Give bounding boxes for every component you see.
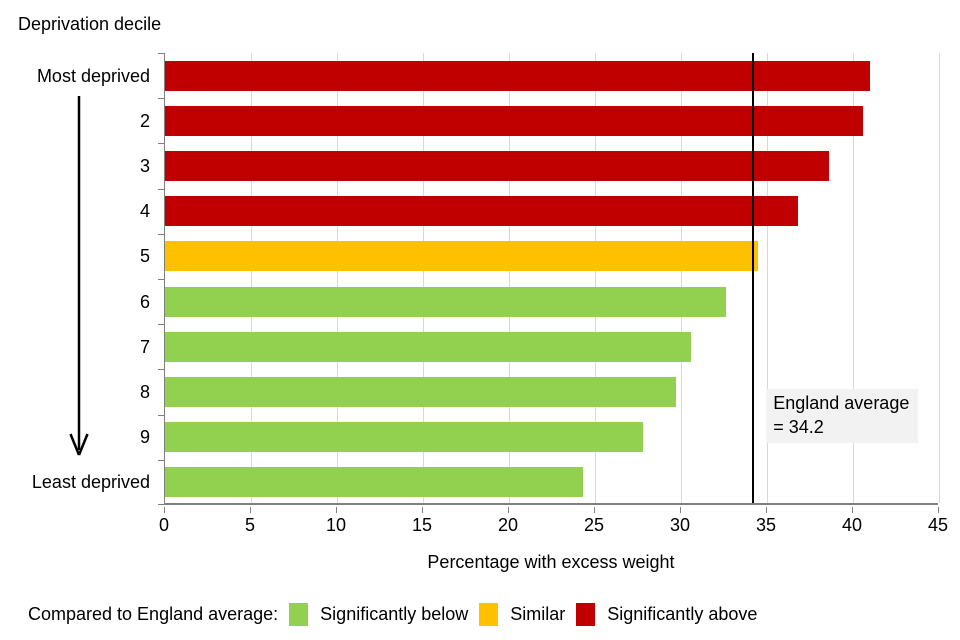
y-axis-tick xyxy=(158,369,165,370)
y-axis-tick xyxy=(158,324,165,325)
similar-swatch-icon xyxy=(479,602,499,626)
gridline xyxy=(939,53,940,503)
bar-4 xyxy=(165,196,798,227)
y-axis-tick xyxy=(158,189,165,190)
plot-area: England average = 34.2 xyxy=(158,53,940,505)
x-axis-tick xyxy=(250,507,251,513)
y-axis-tick xyxy=(158,460,165,461)
england-average-line xyxy=(752,53,755,503)
x-axis-tick-label: 35 xyxy=(755,515,777,535)
gridline xyxy=(509,53,510,503)
y-axis-tick xyxy=(158,504,165,505)
bar-3 xyxy=(165,151,829,181)
y-axis-label: 3 xyxy=(139,156,150,176)
x-axis-tick-label: 10 xyxy=(325,515,347,535)
y-axis-tick xyxy=(158,143,165,144)
bar-least-deprived xyxy=(165,467,583,498)
x-axis-tick xyxy=(422,507,423,513)
gridline xyxy=(681,53,682,503)
deprivation-direction-arrow xyxy=(69,96,89,456)
y-axis-labels: Most deprived 2 3 4 5 6 7 8 9 Least deprived xyxy=(0,0,150,505)
x-axis-tick xyxy=(336,507,337,513)
y-axis-tick xyxy=(158,98,165,99)
bar-5 xyxy=(165,241,759,272)
x-axis-tick xyxy=(938,507,939,513)
x-axis-tick xyxy=(508,507,509,513)
below-swatch-icon xyxy=(289,602,309,626)
legend-item-similar: Similar xyxy=(479,602,566,626)
bar-6 xyxy=(165,286,726,317)
y-axis-label: 5 xyxy=(139,246,150,267)
x-axis-tick-label: 30 xyxy=(669,515,691,535)
gridline xyxy=(767,53,768,503)
england-average-label: England average = 34.2 xyxy=(766,389,919,443)
x-axis-tick-label: 45 xyxy=(927,515,949,535)
bar-2 xyxy=(165,105,864,136)
x-axis-tick-label: 0 xyxy=(158,515,169,535)
gridline xyxy=(853,53,854,503)
x-axis-title: Percentage with excess weight xyxy=(427,552,675,572)
x-axis-tick xyxy=(680,507,681,513)
gridline xyxy=(423,53,424,503)
legend-title: Compared to England average: xyxy=(28,603,279,624)
y-axis-label: 7 xyxy=(139,336,150,357)
x-axis-tick xyxy=(164,507,165,513)
x-axis-tick xyxy=(594,507,595,513)
x-axis-tick xyxy=(852,507,853,513)
x-axis-tick-label: 40 xyxy=(841,515,863,535)
y-axis-label: 2 xyxy=(139,110,150,131)
legend-item-label: Significantly above xyxy=(607,603,758,624)
annotation-line2: = 34.2 xyxy=(773,417,824,437)
x-axis-tick-label: 15 xyxy=(411,515,433,535)
y-axis-label: 4 xyxy=(139,201,150,222)
chart-title: Deprivation decile xyxy=(18,14,162,34)
y-axis-label: 9 xyxy=(139,427,150,448)
gridline xyxy=(337,53,338,503)
above-swatch-icon xyxy=(576,602,596,626)
bar-8 xyxy=(165,377,676,407)
x-axis-tick xyxy=(766,507,767,513)
bar-9 xyxy=(165,422,644,453)
legend-item-label: Similar xyxy=(510,603,566,624)
gridline xyxy=(251,53,252,503)
y-axis-label: Most deprived xyxy=(36,65,150,86)
y-axis-label: 8 xyxy=(139,382,150,402)
x-axis-ticks: 0 5 10 15 20 25 30 35 40 45 xyxy=(159,507,948,543)
bar-most-deprived xyxy=(165,60,871,91)
legend-item-label: Significantly below xyxy=(320,603,469,624)
y-axis-tick xyxy=(158,415,165,416)
bar-7 xyxy=(165,331,692,362)
annotation-line1: England average xyxy=(773,393,910,413)
y-axis-tick xyxy=(158,234,165,235)
y-axis-tick xyxy=(158,279,165,280)
y-axis-tick xyxy=(158,53,165,54)
x-axis-tick-label: 5 xyxy=(244,515,255,535)
x-axis-tick-label: 25 xyxy=(583,515,605,535)
y-axis-label: 6 xyxy=(139,291,150,312)
legend-item-below: Significantly below xyxy=(289,602,469,626)
gridline xyxy=(595,53,596,503)
legend: Compared to England average: Significant… xyxy=(28,601,757,627)
legend-item-above: Significantly above xyxy=(576,602,758,626)
y-axis-label: Least deprived xyxy=(31,472,150,493)
x-axis-tick-label: 20 xyxy=(497,515,519,535)
